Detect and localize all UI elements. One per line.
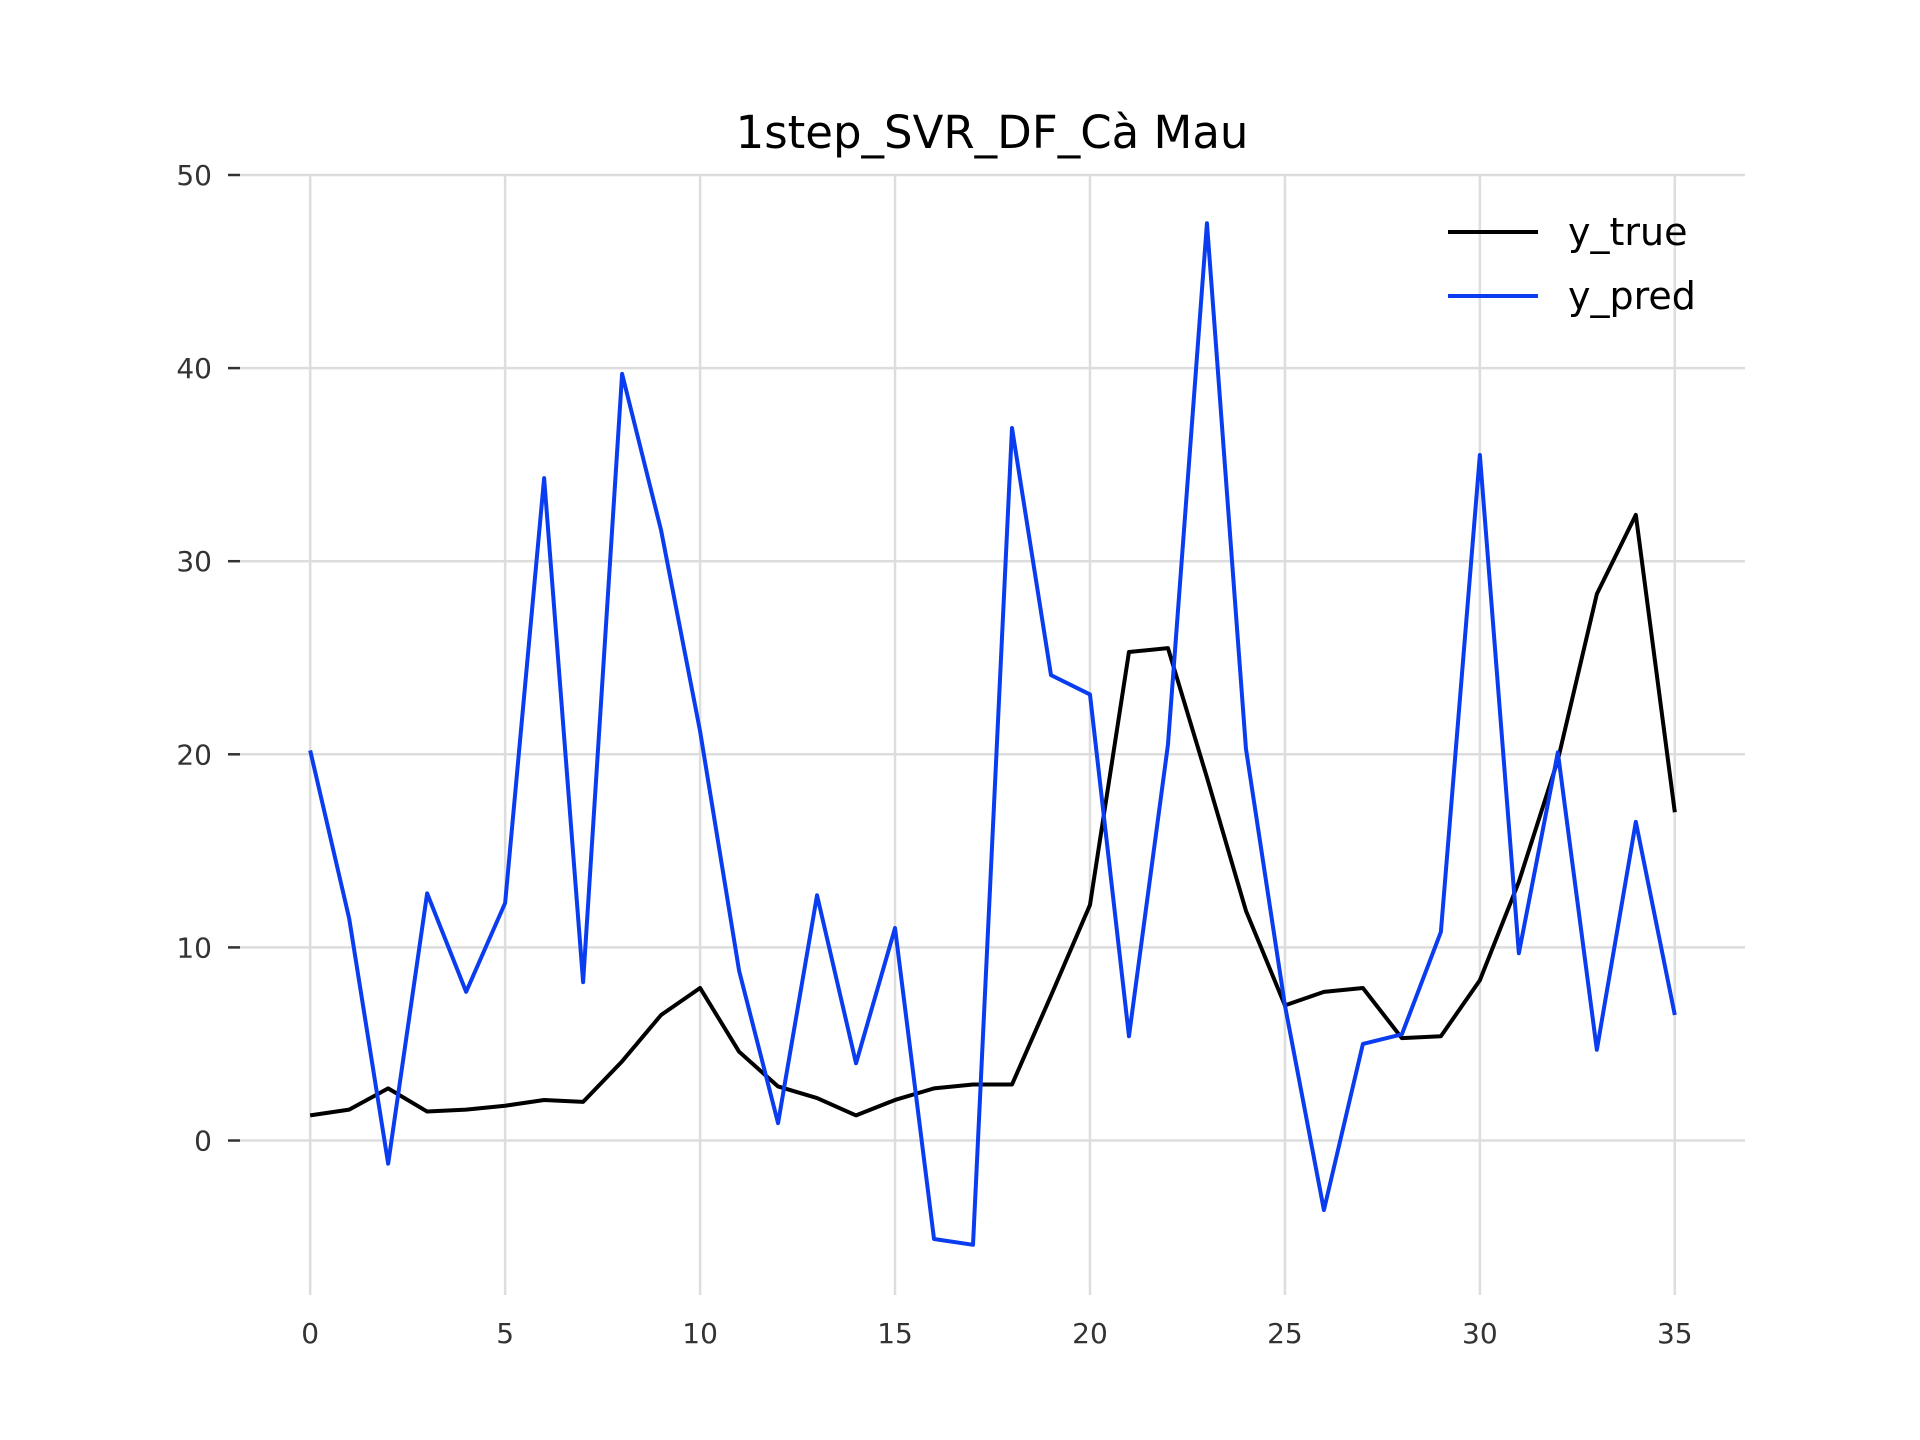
chart-title: 1step_SVR_DF_Cà Mau <box>736 106 1249 159</box>
grid <box>240 173 1745 1295</box>
x-tick-label: 5 <box>496 1317 514 1350</box>
x-tick-label: 10 <box>682 1317 718 1350</box>
y-tick-label: 0 <box>194 1125 212 1158</box>
series-line-y-true <box>309 512 1677 1118</box>
y-tick-label: 30 <box>176 545 212 578</box>
x-tick-label: 0 <box>301 1317 319 1350</box>
series-line-y-pred <box>308 221 1677 1247</box>
series-lines <box>308 221 1677 1247</box>
y-tick-label: 10 <box>176 931 212 964</box>
legend-label-y-true: y_true <box>1568 210 1687 254</box>
y-tick-label: 20 <box>176 738 212 771</box>
legend-label-y-pred: y_pred <box>1568 274 1696 318</box>
y-tick-label: 50 <box>176 159 212 192</box>
legend: y_true y_pred <box>1448 210 1696 318</box>
axis-ticks: 0 5 10 15 20 25 30 35 0 10 20 30 40 50 <box>176 159 1692 1350</box>
y-tick-label: 40 <box>176 352 212 385</box>
x-tick-label: 15 <box>877 1317 913 1350</box>
x-tick-label: 25 <box>1267 1317 1303 1350</box>
x-tick-label: 35 <box>1657 1317 1693 1350</box>
x-tick-label: 20 <box>1072 1317 1108 1350</box>
x-tick-label: 30 <box>1462 1317 1498 1350</box>
